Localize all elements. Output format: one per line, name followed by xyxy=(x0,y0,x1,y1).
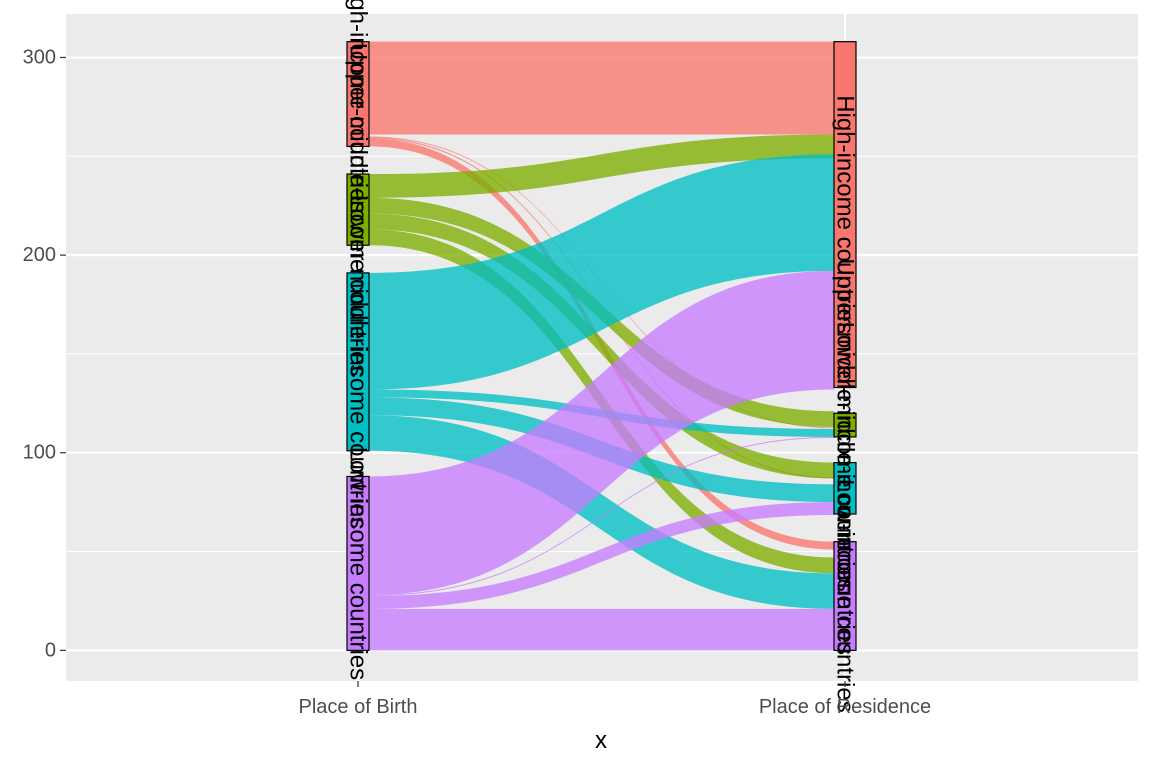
strata xyxy=(346,41,857,651)
stratum-place-of-birth-high-income-countries xyxy=(346,41,370,148)
x-tick-label-place-of-residence: Place of Residence xyxy=(759,696,931,718)
stratum-labels: High-income countriesUpper-middle-income… xyxy=(345,0,859,713)
flow-low-income-countries-to-upper-middle-income-countries xyxy=(369,436,834,597)
y-tick-label: 300 xyxy=(23,46,56,68)
stratum-place-of-residence-high-income-countries xyxy=(833,41,857,389)
stratum-label-place-of-residence-upper-middle-income-countries: Upper-middle-income countries xyxy=(832,258,859,591)
stratum-place-of-residence-lower-middle-income-countries xyxy=(833,462,857,515)
y-tick-label: 0 xyxy=(45,639,56,661)
stratum-label-place-of-birth-lower-middle-income-countries: Lower-middle-income countries xyxy=(345,195,372,528)
stratum-label-place-of-residence-low-income-countries: Low-income countries xyxy=(832,479,859,712)
stratum-place-of-birth-lower-middle-income-countries xyxy=(346,272,370,452)
y-tick-label: 200 xyxy=(23,244,56,266)
y-axis: 0 100 200 300 xyxy=(23,46,66,661)
flow-upper-middle-income-countries-to-lower-middle-income-countries xyxy=(369,213,834,479)
flow-low-income-countries-to-lower-middle-income-countries xyxy=(369,502,834,609)
stratum-label-place-of-birth-high-income-countries: High-income countries xyxy=(345,0,372,213)
stratum-place-of-birth-low-income-countries xyxy=(346,475,370,651)
stratum-label-place-of-residence-high-income-countries: High-income countries xyxy=(832,95,859,334)
x-tick-label-place-of-birth: Place of Birth xyxy=(299,696,418,718)
stratum-label-place-of-residence-lower-middle-income-countries: Lower-middle-income countries xyxy=(832,322,859,655)
flow-low-income-countries-to-high-income-countries xyxy=(369,270,834,596)
flow-upper-middle-income-countries-to-high-income-countries xyxy=(369,134,834,198)
stratum-place-of-residence-upper-middle-income-countries xyxy=(833,412,857,438)
x-axis-title: x xyxy=(595,727,607,754)
stratum-place-of-residence-low-income-countries xyxy=(833,541,857,651)
flow-lower-middle-income-countries-to-high-income-countries xyxy=(369,154,834,390)
stratum-label-place-of-birth-low-income-countries: Low-income countries xyxy=(345,447,372,680)
flow-low-income-countries-to-low-income-countries xyxy=(369,608,834,651)
x-axis: Place of Birth Place of Residence xyxy=(299,681,931,718)
stratum-label-place-of-birth-upper-middle-income-countries: Upper-middle-income countries xyxy=(345,43,372,376)
flows xyxy=(369,41,834,651)
flow-high-income-countries-to-high-income-countries xyxy=(369,41,834,135)
stratum-place-of-birth-upper-middle-income-countries xyxy=(346,173,370,246)
y-tick-label: 100 xyxy=(23,442,56,464)
